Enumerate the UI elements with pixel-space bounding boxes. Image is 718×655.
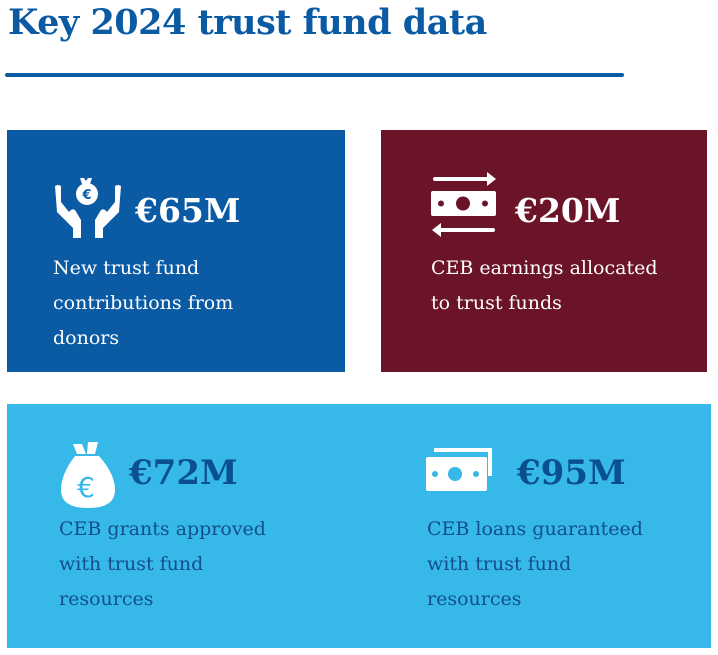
stat-description: New trust fund contributions from donors [53,251,233,356]
description-line: with trust fund [427,553,572,575]
stat-description: CEB loans guaranteed with trust fund res… [427,512,643,617]
stat-card-ceb-earnings: €20M CEB earnings allocated to trust fun… [381,130,707,372]
stat-value: €95M [517,453,626,493]
description-line: resources [427,588,522,610]
stat-value: €20M [515,191,621,230]
euro-money-bag-icon: € [61,442,115,508]
description-line: resources [59,588,154,610]
title-underline [5,73,624,77]
description-line: contributions from [53,292,234,314]
stat-value: €72M [129,453,238,493]
page-title: Key 2024 trust fund data [8,2,487,43]
description-line: donors [53,327,120,349]
description-line: to trust funds [431,292,562,314]
description-line: CEB grants approved [59,518,266,540]
hands-money-bag-icon: € [55,178,121,238]
stat-panel-ceb-operations: € €72M CEB grants approved with trust fu… [7,404,711,648]
stat-card-ceb-grants: € €72M CEB grants approved with trust fu… [7,404,359,648]
money-transfer-icon [431,172,496,237]
stat-description: CEB earnings allocated to trust funds [431,251,658,321]
description-line: CEB loans guaranteed [427,518,643,540]
description-line: New trust fund [53,257,200,279]
banknotes-icon [426,448,492,491]
description-line: with trust fund [59,553,204,575]
svg-text:€: € [77,471,95,504]
svg-text:€: € [81,188,91,203]
description-line: CEB earnings allocated [431,257,658,279]
stat-description: CEB grants approved with trust fund reso… [59,512,266,617]
stat-card-ceb-loans: €95M CEB loans guaranteed with trust fun… [360,404,711,648]
stat-card-new-contributions: € €65M New trust fund contributions from… [7,130,345,372]
stat-value: €65M [135,191,241,230]
